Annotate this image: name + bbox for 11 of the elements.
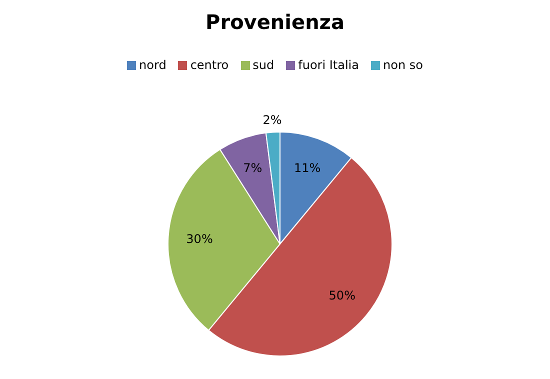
data-label: 11% [294,161,321,176]
data-label: 2% [262,113,282,128]
legend-label: sud [252,58,274,72]
data-label: 7% [243,161,262,176]
chart-title: Provenienza [204,10,346,34]
legend-label: centro [190,58,229,72]
legend-label: non so [383,58,423,72]
data-label: 50% [328,288,356,302]
legend-label: nord [139,58,166,72]
data-label: 30% [186,232,213,246]
legend-label: fuori Italia [298,58,359,72]
